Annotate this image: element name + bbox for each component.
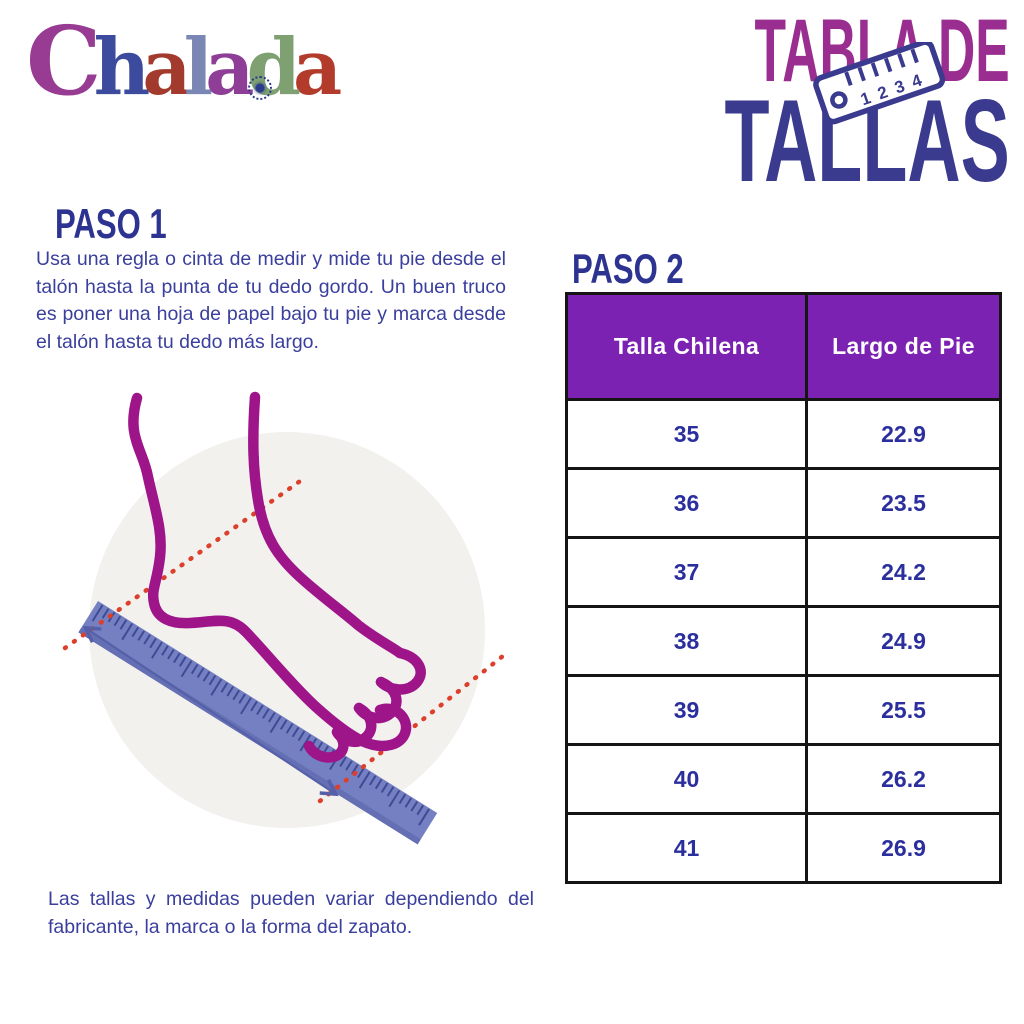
measurement-arrow bbox=[82, 625, 339, 797]
talla-cell: 36 bbox=[565, 467, 808, 539]
talla-cell: 37 bbox=[565, 536, 808, 608]
size-table: Talla Chilena Largo de Pie 35 22.9 36 23… bbox=[565, 292, 1002, 884]
page-title: TABLA DE TALLAS bbox=[557, 6, 1010, 199]
disclaimer-note: Las tallas y medidas pueden variar depen… bbox=[48, 888, 534, 938]
measuring-tape-icon: 1 2 3 4 bbox=[813, 42, 946, 125]
col-header-talla-chilena: Talla Chilena bbox=[565, 292, 808, 401]
talla-cell: 35 bbox=[565, 398, 808, 470]
logo-letter: a bbox=[205, 23, 255, 112]
table-row: 39 25.5 bbox=[565, 674, 1002, 746]
talla-cell: 39 bbox=[565, 674, 808, 746]
talla-cell: 40 bbox=[565, 743, 808, 815]
largo-cell: 26.2 bbox=[805, 743, 1002, 815]
logo-letter: d bbox=[246, 22, 302, 113]
logo-letter-d: d bbox=[246, 29, 301, 107]
logo-letter: l bbox=[183, 22, 214, 113]
tape-ticks bbox=[844, 48, 919, 86]
largo-cell: 25.5 bbox=[805, 674, 1002, 746]
table-row: 41 26.9 bbox=[565, 812, 1002, 884]
largo-cell: 26.9 bbox=[805, 812, 1002, 884]
foot-measurement-illustration bbox=[62, 391, 506, 845]
table-row: 37 24.2 bbox=[565, 536, 1002, 608]
logo-letter: h bbox=[93, 22, 151, 113]
largo-cell: 22.9 bbox=[805, 398, 1002, 470]
mandala-icon bbox=[248, 76, 273, 100]
table-row: 35 22.9 bbox=[565, 398, 1002, 470]
table-row: 36 23.5 bbox=[565, 467, 1002, 539]
step2-heading: PASO 2 bbox=[572, 245, 684, 292]
table-row: 40 26.2 bbox=[565, 743, 1002, 815]
logo-letter: a bbox=[293, 23, 343, 112]
brand-logo: C h a l a d a bbox=[26, 6, 342, 117]
largo-cell: 24.2 bbox=[805, 536, 1002, 608]
largo-cell: 24.9 bbox=[805, 605, 1002, 677]
table-header-row: Talla Chilena Largo de Pie bbox=[565, 292, 1002, 401]
step1-heading: PASO 1 bbox=[55, 200, 167, 247]
col-header-largo-de-pie: Largo de Pie bbox=[805, 292, 1002, 401]
step1-instructions: Usa una regla o cinta de medir y mide tu… bbox=[36, 248, 506, 354]
logo-letter: C bbox=[26, 6, 102, 117]
talla-cell: 41 bbox=[565, 812, 808, 884]
talla-cell: 38 bbox=[565, 605, 808, 677]
table-row: 38 24.9 bbox=[565, 605, 1002, 677]
logo-letter: a bbox=[142, 23, 192, 112]
largo-cell: 23.5 bbox=[805, 467, 1002, 539]
